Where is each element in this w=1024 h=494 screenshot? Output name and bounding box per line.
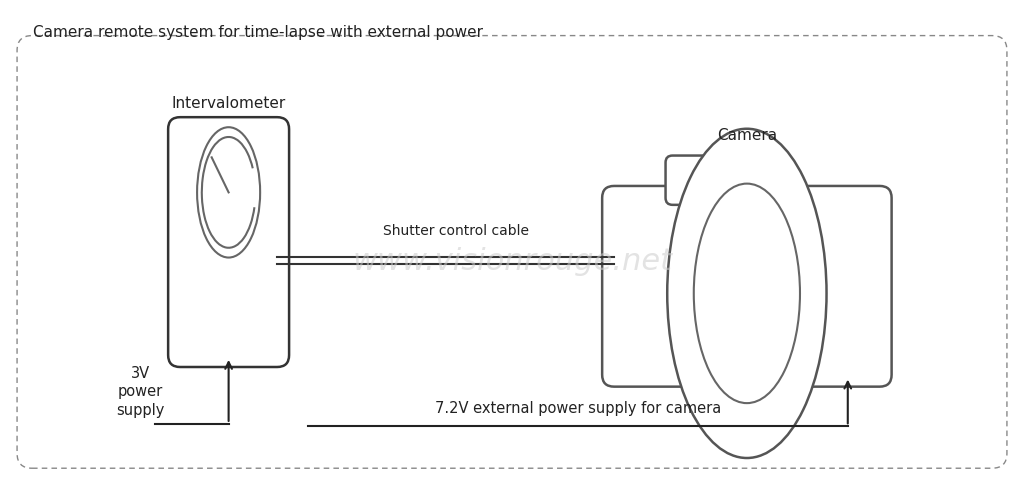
Ellipse shape	[197, 127, 260, 257]
Text: 7.2V external power supply for camera: 7.2V external power supply for camera	[434, 401, 721, 416]
FancyBboxPatch shape	[666, 156, 791, 205]
Ellipse shape	[668, 129, 826, 458]
Text: www.visionrouge.net: www.visionrouge.net	[352, 247, 672, 276]
FancyBboxPatch shape	[17, 36, 1007, 468]
FancyBboxPatch shape	[168, 117, 289, 367]
Ellipse shape	[694, 184, 800, 403]
Text: Camera: Camera	[717, 127, 777, 143]
FancyBboxPatch shape	[602, 186, 892, 387]
Text: Shutter control cable: Shutter control cable	[383, 224, 528, 238]
Text: Camera remote system for time-lapse with external power: Camera remote system for time-lapse with…	[34, 25, 483, 40]
Text: 3V
power
supply: 3V power supply	[116, 366, 165, 418]
Text: Intervalometer: Intervalometer	[171, 96, 286, 111]
